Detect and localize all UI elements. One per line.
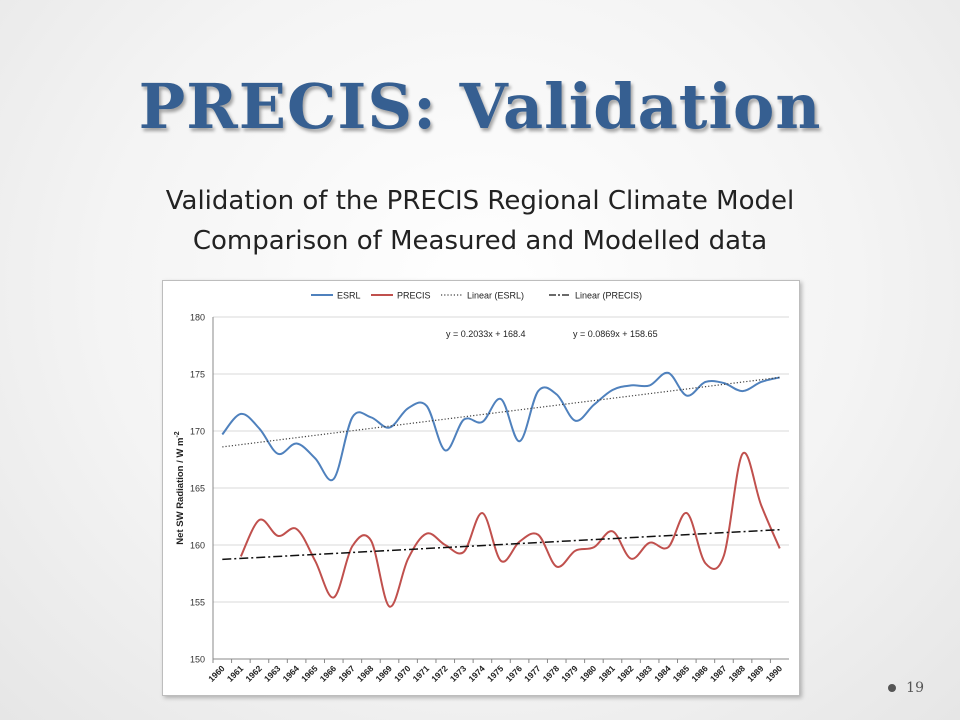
- y-tick-label: 170: [190, 427, 205, 437]
- axis-layer: 1501551601651701751801960196119621963196…: [174, 313, 789, 684]
- x-tick-label: 1973: [448, 663, 469, 684]
- y-tick-label: 160: [190, 541, 205, 551]
- trend-equation-2: y = 0.0869x + 158.65: [573, 329, 658, 339]
- y-axis-label: Net SW Radiation / W m-2: [174, 431, 186, 544]
- x-tick-label: 1971: [411, 663, 432, 684]
- chart-frame: 150 155 160 165 170 175 180 1960 1961 1962 1963 196…: [162, 280, 800, 696]
- y-tick-label: 175: [190, 370, 205, 380]
- x-tick-label: 1962: [243, 663, 264, 684]
- y-tick-label: 155: [190, 598, 205, 608]
- x-tick-label: 1985: [671, 663, 692, 684]
- x-tick-label: 1987: [708, 663, 729, 684]
- x-tick-label: 1966: [318, 663, 339, 684]
- x-tick-label: 1980: [578, 663, 599, 684]
- series-line-esrl: [221, 371, 780, 482]
- annotations: y = 0.2033x + 168.4 y = 0.0869x + 158.65: [446, 329, 658, 339]
- x-tick-label: 1975: [485, 663, 506, 684]
- y-axis-label-superscript: -2: [174, 431, 181, 437]
- x-tick-label: 1960: [206, 663, 227, 684]
- trend-equation-1: y = 0.2033x + 168.4: [446, 329, 526, 339]
- x-tick-label: 1990: [764, 663, 785, 684]
- x-tick-label: 1981: [596, 663, 617, 684]
- legend-label-precis: PRECIS: [397, 291, 431, 301]
- x-tick-label: 1983: [634, 663, 655, 684]
- page-number-dot: [888, 684, 896, 692]
- x-tick-label: 1988: [727, 663, 748, 684]
- x-tick-label: 1970: [392, 663, 413, 684]
- x-tick-label: 1986: [689, 663, 710, 684]
- x-tick-label: 1984: [652, 663, 673, 684]
- subtitle-line-2: Comparison of Measured and Modelled data: [192, 226, 768, 256]
- trendline-linear-precis: [222, 528, 780, 561]
- legend: ESRL PRECIS Linear (ESRL) Linear (PRECIS): [311, 291, 642, 301]
- x-tick-label: 1961: [225, 663, 246, 684]
- x-tick-label: 1977: [522, 663, 543, 684]
- y-tick-label: 180: [190, 313, 205, 323]
- series-layer: [221, 371, 781, 608]
- line-chart: 1501551601651701751801960196119621963196…: [174, 291, 789, 684]
- x-tick-label: 1967: [336, 663, 357, 684]
- slide-title: PRECIS: Validation: [138, 70, 822, 143]
- legend-label-linear-precis: Linear (PRECIS): [575, 291, 642, 301]
- x-tick-label: 1982: [615, 663, 636, 684]
- x-tick-label: 1965: [299, 663, 320, 684]
- subtitle-line-1: Validation of the PRECIS Regional Climat…: [165, 186, 795, 216]
- x-tick-label: 1972: [429, 663, 450, 684]
- y-tick-label: 150: [190, 655, 205, 665]
- y-tick-label: 165: [190, 484, 205, 494]
- legend-label-esrl: ESRL: [337, 291, 361, 301]
- series-line-precis: [239, 451, 781, 608]
- x-tick-label: 1978: [541, 663, 562, 684]
- x-tick-label: 1968: [355, 663, 376, 684]
- x-tick-label: 1979: [559, 663, 580, 684]
- x-tick-label: 1976: [504, 663, 525, 684]
- trendline-linear-esrl: [222, 376, 780, 448]
- x-tick-label: 1989: [745, 663, 766, 684]
- x-tick-label: 1964: [281, 663, 302, 684]
- page-number: 19: [906, 680, 924, 696]
- x-tick-label: 1974: [466, 663, 487, 684]
- grid-layer: [213, 316, 789, 660]
- x-tick-label: 1963: [262, 663, 283, 684]
- legend-label-linear-esrl: Linear (ESRL): [467, 291, 524, 301]
- x-tick-label: 1969: [373, 663, 394, 684]
